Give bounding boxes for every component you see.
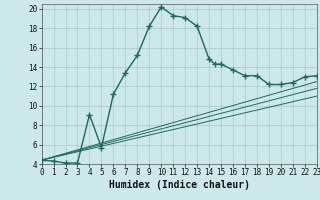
X-axis label: Humidex (Indice chaleur): Humidex (Indice chaleur)	[109, 180, 250, 190]
